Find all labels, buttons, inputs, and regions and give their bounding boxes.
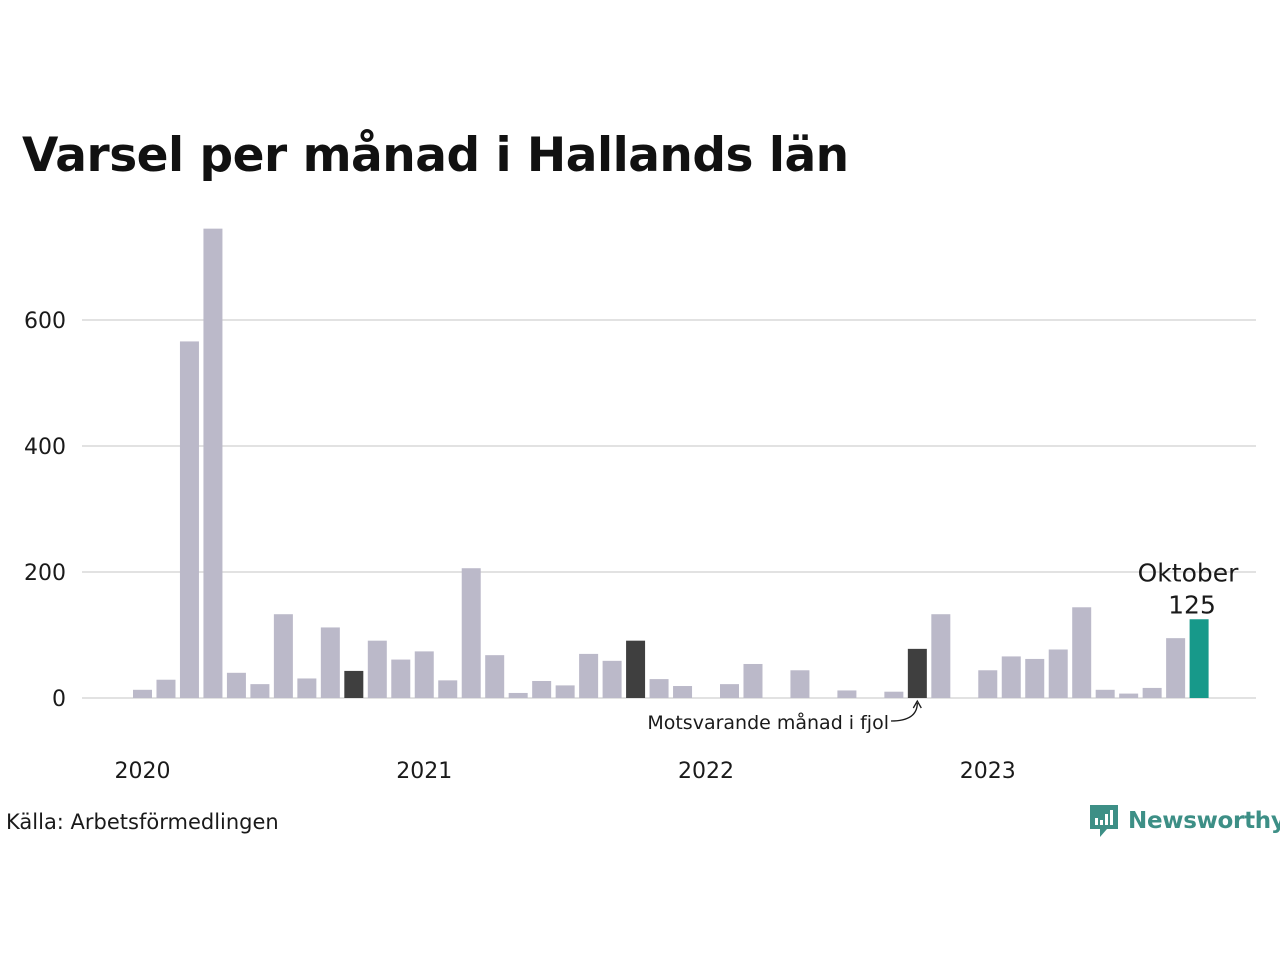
brand-logo: Newsworthy: [1088, 803, 1280, 839]
bar: [743, 663, 763, 698]
x-year-label: 2023: [960, 759, 1016, 784]
bar: [555, 685, 575, 698]
bar: [1189, 619, 1209, 698]
y-tick-label: 400: [24, 435, 66, 460]
bar: [649, 679, 669, 698]
bar: [626, 640, 646, 698]
x-axis-year-labels: 2020 2021 2022 2023: [115, 759, 1016, 784]
bar: [367, 640, 387, 698]
current-month-value: 125: [1168, 590, 1216, 619]
bar: [837, 690, 857, 698]
bar: [344, 670, 364, 698]
bars: [133, 228, 1209, 698]
bar: [720, 684, 739, 698]
x-year-label: 2020: [115, 759, 171, 784]
bar: [156, 679, 176, 698]
bar: [579, 653, 599, 698]
y-tick-label: 600: [24, 309, 66, 334]
bar: [673, 686, 693, 698]
bar: [532, 680, 552, 698]
bar: [508, 692, 528, 698]
brand-name: Newsworthy: [1128, 808, 1280, 834]
bar: [320, 627, 340, 698]
bar: [203, 228, 223, 698]
newsworthy-logo-icon: [1090, 805, 1118, 837]
bar: [414, 651, 434, 698]
current-month-label: Oktober: [1138, 558, 1240, 587]
bar: [978, 670, 998, 698]
bar: [790, 670, 810, 698]
bar: [1048, 649, 1068, 698]
bar: [1025, 658, 1045, 698]
bar: [884, 691, 904, 698]
bar: [250, 684, 270, 698]
bar: [461, 568, 481, 698]
bar: [438, 680, 458, 698]
chart-title: Varsel per månad i Hallands län: [22, 128, 849, 183]
bar: [485, 655, 505, 698]
annotation-arrowhead: [912, 699, 922, 709]
bar: [226, 672, 246, 698]
y-tick-label: 0: [52, 687, 66, 712]
bar: [907, 648, 927, 698]
bar: [602, 660, 622, 698]
x-year-label: 2022: [678, 759, 734, 784]
y-axis-tick-labels: 0 200 400 600: [24, 309, 66, 712]
bar: [179, 341, 199, 698]
bar: [1001, 656, 1021, 698]
source-note: Källa: Arbetsförmedlingen: [6, 810, 279, 834]
bar: [931, 614, 951, 698]
bar: [1119, 693, 1139, 698]
annotations: Oktober 125 Motsvarande månad i fjol: [647, 558, 1239, 734]
last-year-annotation: Motsvarande månad i fjol: [647, 711, 889, 734]
annotation-arrow: [890, 702, 918, 722]
bar: [297, 678, 317, 698]
bar: [133, 689, 152, 698]
x-year-label: 2021: [396, 759, 452, 784]
bar: [1142, 687, 1162, 698]
bar: [1095, 689, 1115, 698]
bar: [1166, 638, 1186, 698]
bar: [391, 659, 411, 698]
y-tick-label: 200: [24, 561, 66, 586]
bar: [1072, 607, 1092, 698]
bar: [273, 614, 293, 698]
bar-chart: 0 200 400 600 2020 2021 2022 2023 Oktober 125 Mo…: [24, 228, 1256, 784]
